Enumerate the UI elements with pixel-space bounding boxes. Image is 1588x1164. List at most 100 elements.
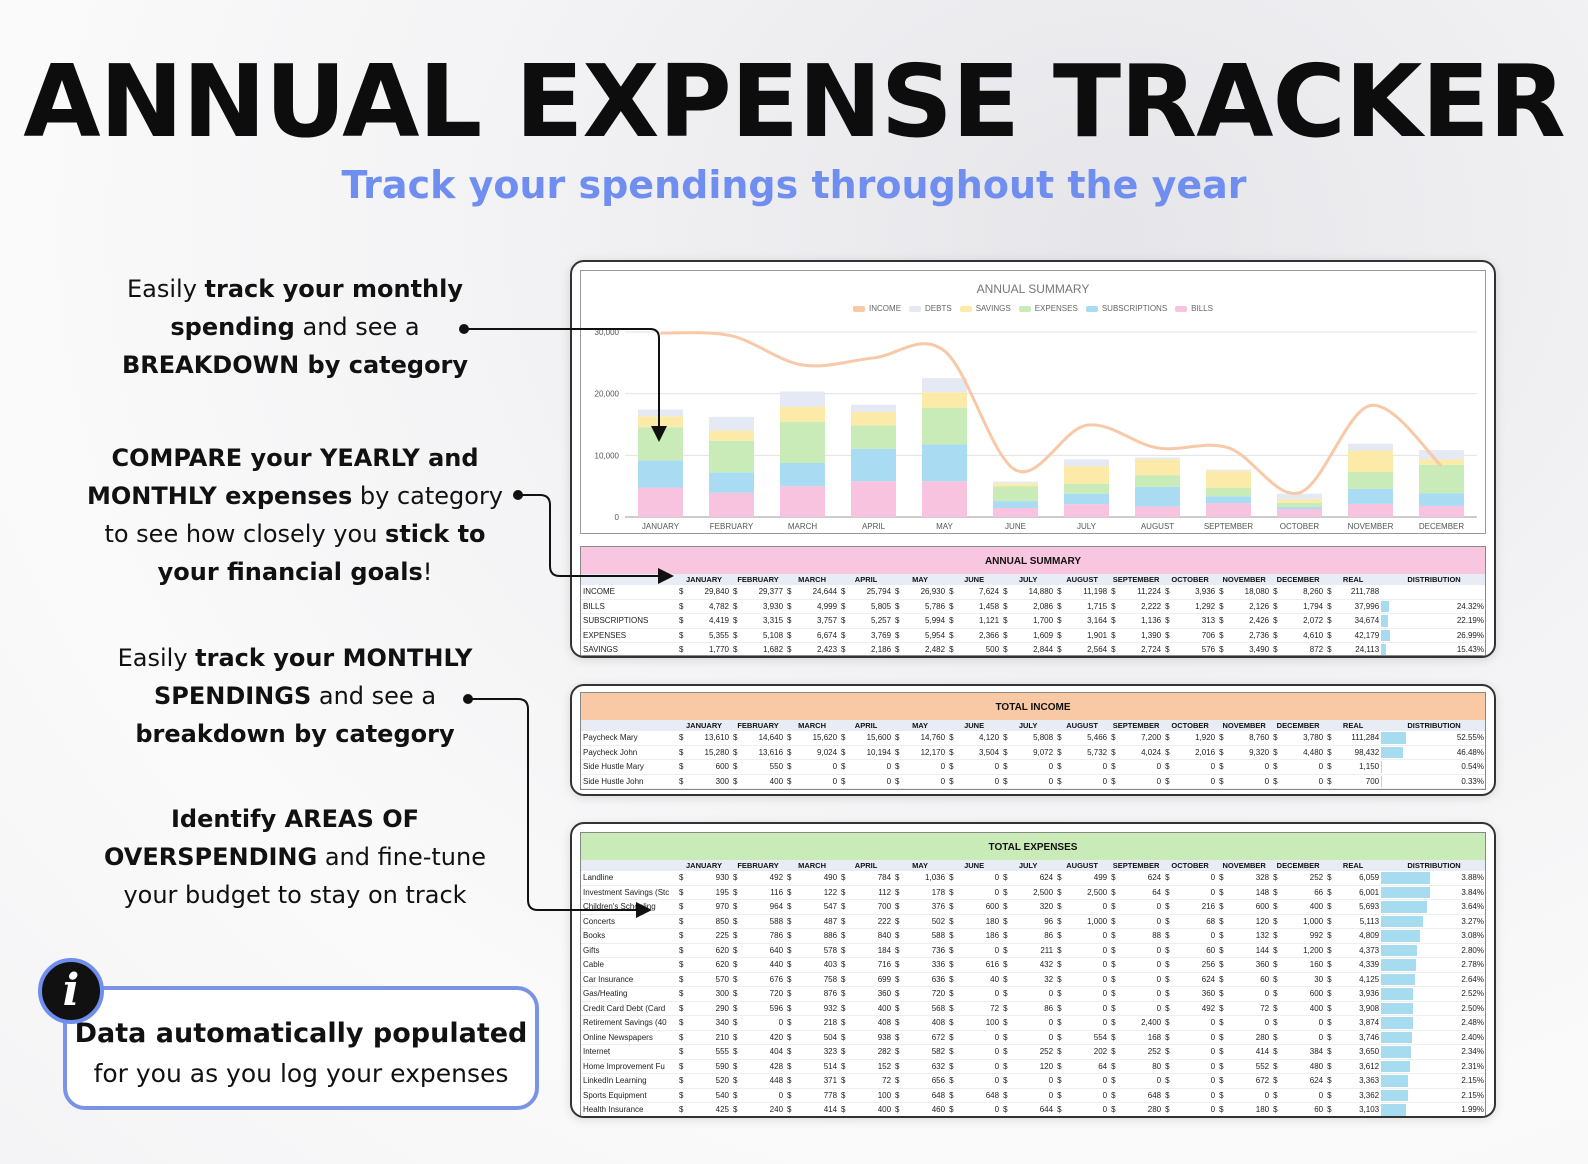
currency-sign: $ xyxy=(1001,599,1015,614)
row-label: Paycheck John xyxy=(581,745,677,760)
column-header: FEBRUARY xyxy=(737,575,779,584)
column-header: NOVEMBER xyxy=(1222,575,1266,584)
currency-sign: $ xyxy=(1217,914,1231,929)
currency-sign: $ xyxy=(839,759,853,775)
value-cell: 414 xyxy=(798,1102,840,1116)
row-label: LinkedIn Learning xyxy=(581,1073,677,1089)
real-cell: 3,103 xyxy=(1335,1102,1382,1116)
currency-sign: $ xyxy=(839,972,853,987)
value-cell: 12,170 xyxy=(906,745,948,760)
value-cell: 9,072 xyxy=(1014,745,1056,760)
row-label: Home Improvement Fu xyxy=(581,1059,677,1074)
currency-sign: $ xyxy=(1109,1117,1122,1118)
feature-overspending: Identify AREAS OF OVERSPENDING and fine-t… xyxy=(80,800,510,914)
currency-sign: $ xyxy=(677,957,690,973)
currency-sign: $ xyxy=(1001,628,1015,643)
value-cell: 222 xyxy=(852,914,894,929)
column-header: MARCH xyxy=(798,575,826,584)
value-cell: 624 xyxy=(1014,871,1056,886)
currency-sign: $ xyxy=(731,1117,744,1118)
real-cell: 3,098 xyxy=(1335,1117,1381,1118)
feature-text: track your MONTHLY xyxy=(195,644,473,672)
value-cell: 872 xyxy=(1284,642,1326,655)
distribution-bar xyxy=(1381,988,1414,1000)
value-cell: 930 xyxy=(690,871,732,886)
currency-sign: $ xyxy=(947,885,961,900)
currency-sign: $ xyxy=(1325,1030,1336,1045)
distribution-value: 0.54% xyxy=(1461,762,1484,771)
value-cell: 0 xyxy=(1122,1001,1164,1016)
x-tick-label: AUGUST xyxy=(1141,522,1174,531)
row-label: Credit Card Debt (Card xyxy=(581,1001,677,1016)
currency-sign: $ xyxy=(947,599,961,614)
distribution-value: 1.99% xyxy=(1461,1105,1484,1114)
currency-sign: $ xyxy=(785,871,799,886)
distribution-value: 24.32% xyxy=(1456,601,1484,611)
table-row: Side Hustle Mary $600 $550 $0 $0 $0 $0 $0 $0 $0 $0… xyxy=(581,759,1485,775)
bar-bills xyxy=(1277,509,1322,517)
real-cell: 6,001 xyxy=(1335,885,1382,900)
value-cell: 0 xyxy=(1068,943,1110,958)
currency-sign: $ xyxy=(1109,914,1123,929)
currency-sign: $ xyxy=(947,957,961,973)
currency-sign: $ xyxy=(785,1102,799,1116)
column-header: SEPTEMBER xyxy=(1112,575,1160,584)
expenses-panel: TOTAL EXPENSES JANUARY FEBRUARY MARCH APRIL… xyxy=(570,822,1496,1118)
value-cell: 14,640 xyxy=(744,731,786,746)
currency-sign: $ xyxy=(677,871,690,886)
column-header: FEBRUARY xyxy=(737,861,779,870)
value-cell: 0 xyxy=(906,774,948,789)
value-cell: 480 xyxy=(1284,1059,1326,1074)
bar-savings xyxy=(1277,499,1322,503)
currency-sign: $ xyxy=(1109,1059,1123,1074)
real-cell: 4,373 xyxy=(1335,943,1382,958)
value-cell: 4,480 xyxy=(1284,745,1326,760)
currency-sign: $ xyxy=(785,613,799,629)
feature-text: SPENDINGS xyxy=(153,682,312,710)
currency-sign: $ xyxy=(1163,986,1177,1002)
value-cell: 400 xyxy=(744,774,786,789)
currency-sign: $ xyxy=(1217,1059,1231,1074)
currency-sign: $ xyxy=(1271,914,1285,929)
row-label: Cable xyxy=(581,957,677,973)
currency-sign: $ xyxy=(731,957,745,973)
distribution-value: 3.64% xyxy=(1461,902,1484,911)
currency-sign: $ xyxy=(1271,885,1285,900)
value-cell: 784 xyxy=(852,871,894,886)
value-cell: 323 xyxy=(798,1044,840,1060)
bar-expenses xyxy=(780,421,825,464)
value-cell: 144 xyxy=(1230,943,1272,958)
currency-sign: $ xyxy=(1001,1102,1015,1116)
value-cell: 440 xyxy=(744,957,786,973)
value-cell: 384 xyxy=(1284,1044,1326,1060)
value-cell: 588 xyxy=(906,928,948,944)
total-expenses-sheet: TOTAL EXPENSES JANUARY FEBRUARY MARCH APRIL… xyxy=(580,832,1486,1118)
currency-sign: $ xyxy=(1271,1073,1285,1089)
currency-sign: $ xyxy=(1163,1102,1177,1116)
value-cell: 554 xyxy=(1068,1030,1110,1045)
value-cell: 720 xyxy=(744,986,786,1002)
value-cell: 4,024 xyxy=(1122,745,1164,760)
currency-sign: $ xyxy=(1271,957,1285,973)
value-cell: 0 xyxy=(1230,774,1272,789)
bar-expenses xyxy=(1206,487,1251,497)
value-cell: 240 xyxy=(744,1102,786,1116)
value-cell: 300 xyxy=(690,774,732,789)
currency-sign: $ xyxy=(1217,1030,1231,1045)
distribution-bar xyxy=(1381,944,1417,956)
value-cell: 68 xyxy=(1176,914,1218,929)
currency-sign: $ xyxy=(1217,599,1231,614)
distribution-bar xyxy=(1381,872,1431,884)
column-header: APRIL xyxy=(854,721,878,730)
value-cell: 5,355 xyxy=(690,628,732,643)
currency-sign: $ xyxy=(839,899,853,915)
currency-sign: $ xyxy=(1271,899,1285,915)
value-cell: 0 xyxy=(1122,914,1164,929)
value-cell: 886 xyxy=(798,928,840,944)
value-cell: 0 xyxy=(1122,759,1164,775)
currency-sign: $ xyxy=(947,914,961,929)
value-cell: 706 xyxy=(1176,628,1218,643)
value-cell: 1,458 xyxy=(960,599,1002,614)
value-cell: 60 xyxy=(1230,972,1272,987)
currency-sign: $ xyxy=(1001,774,1015,789)
